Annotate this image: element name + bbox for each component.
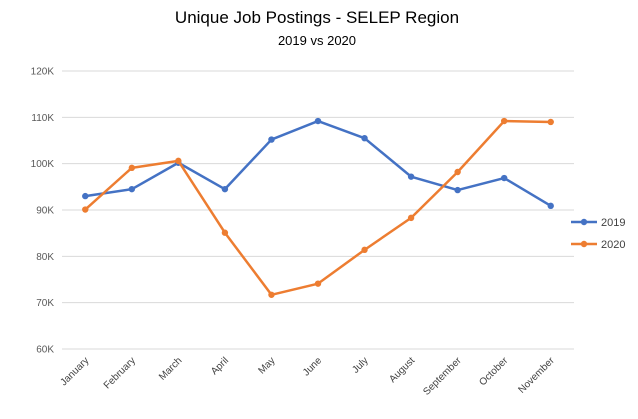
data-point bbox=[407, 173, 415, 180]
legend: 2019 2020 bbox=[571, 217, 625, 251]
x-tick-label: April bbox=[209, 355, 231, 377]
data-point bbox=[547, 118, 554, 126]
x-tick-label: February bbox=[102, 355, 138, 391]
x-axis-ticks: January February March April May June July Augu… bbox=[58, 355, 557, 398]
legend-label: 2019 bbox=[601, 217, 625, 229]
x-tick-label: March bbox=[157, 355, 184, 382]
data-point bbox=[361, 134, 368, 142]
gridlines bbox=[62, 70, 574, 350]
y-axis-ticks: 60K 70K 80K 90K 100K 110K 120K bbox=[31, 67, 55, 356]
y-tick-label: 90K bbox=[36, 206, 54, 217]
legend-label: 2020 bbox=[601, 239, 625, 251]
data-point bbox=[82, 206, 89, 213]
x-tick-label: October bbox=[477, 355, 510, 388]
y-tick-label: 60K bbox=[36, 345, 54, 356]
x-tick-label: November bbox=[516, 355, 557, 396]
data-point bbox=[454, 168, 461, 176]
data-point bbox=[128, 164, 136, 172]
legend-marker bbox=[580, 218, 588, 226]
data-point bbox=[128, 185, 136, 193]
series-2019 bbox=[82, 117, 554, 210]
x-tick-label: July bbox=[350, 355, 370, 375]
data-point bbox=[175, 157, 182, 165]
data-point bbox=[500, 117, 508, 125]
data-point bbox=[221, 185, 229, 193]
x-tick-label: June bbox=[301, 355, 324, 378]
series-line bbox=[84, 119, 552, 297]
x-tick-label: September bbox=[421, 355, 464, 398]
x-tick-label: January bbox=[58, 355, 91, 388]
x-tick-label: May bbox=[256, 355, 277, 376]
y-tick-label: 120K bbox=[31, 67, 55, 78]
data-point bbox=[268, 291, 275, 298]
y-tick-label: 110K bbox=[31, 113, 54, 124]
data-point bbox=[221, 229, 229, 236]
chart-title: Unique Job Postings - SELEP Region bbox=[175, 8, 459, 27]
data-point bbox=[314, 280, 322, 287]
legend-item: 2020 bbox=[571, 239, 625, 251]
x-tick-label: August bbox=[387, 355, 417, 385]
data-point bbox=[314, 117, 322, 125]
series-lines bbox=[82, 117, 554, 298]
data-point bbox=[268, 136, 275, 143]
data-point bbox=[82, 192, 89, 200]
data-point bbox=[407, 214, 415, 222]
data-point bbox=[547, 202, 554, 210]
data-point bbox=[500, 174, 508, 182]
data-point bbox=[454, 186, 461, 194]
data-point bbox=[361, 246, 368, 254]
series-2020 bbox=[82, 117, 554, 298]
chart-subtitle: 2019 vs 2020 bbox=[278, 33, 356, 48]
y-tick-label: 70K bbox=[36, 298, 54, 309]
y-tick-label: 100K bbox=[31, 159, 55, 170]
legend-marker bbox=[580, 240, 588, 248]
legend-item: 2019 bbox=[571, 217, 625, 229]
y-tick-label: 80K bbox=[36, 252, 54, 263]
